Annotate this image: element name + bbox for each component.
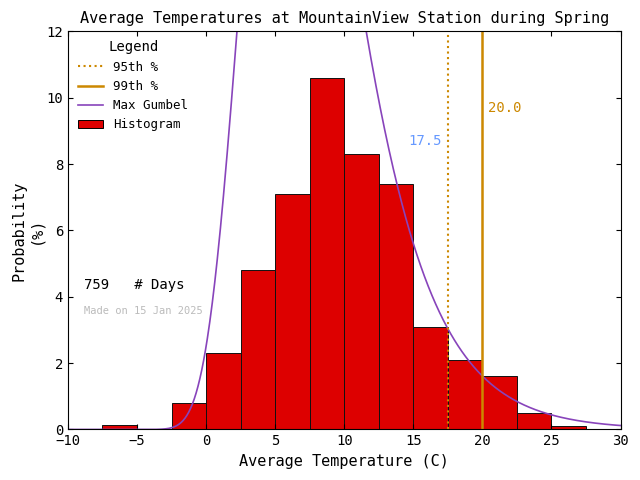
X-axis label: Average Temperature (C): Average Temperature (C) xyxy=(239,454,449,469)
Bar xyxy=(483,376,517,430)
Bar xyxy=(379,184,413,430)
Y-axis label: Probability
(%): Probability (%) xyxy=(11,180,44,281)
Text: 17.5: 17.5 xyxy=(409,134,442,148)
Text: 759   # Days: 759 # Days xyxy=(84,278,185,292)
Bar xyxy=(241,270,275,430)
Bar xyxy=(172,403,206,430)
Bar xyxy=(517,413,552,430)
Title: Average Temperatures at MountainView Station during Spring: Average Temperatures at MountainView Sta… xyxy=(79,11,609,26)
Legend: 95th %, 99th %, Max Gumbel, Histogram: 95th %, 99th %, Max Gumbel, Histogram xyxy=(74,36,193,136)
Bar xyxy=(275,194,310,430)
Bar xyxy=(310,78,344,430)
Bar xyxy=(448,360,483,430)
Bar xyxy=(102,425,137,430)
Bar xyxy=(206,353,241,430)
Bar xyxy=(413,327,448,430)
Text: Made on 15 Jan 2025: Made on 15 Jan 2025 xyxy=(84,306,204,316)
Bar xyxy=(344,154,379,430)
Text: 20.0: 20.0 xyxy=(488,101,522,115)
Bar xyxy=(552,426,586,430)
